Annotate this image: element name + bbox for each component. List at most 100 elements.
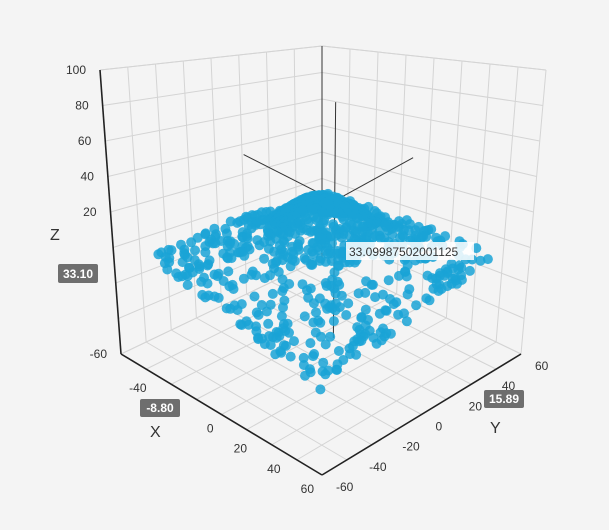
scatter-point[interactable] — [221, 228, 232, 239]
scatter-point[interactable] — [315, 384, 326, 395]
scatter-point[interactable] — [328, 316, 339, 327]
scatter-point[interactable] — [343, 298, 354, 309]
scatter-point[interactable] — [236, 320, 247, 330]
x-tick-label: 60 — [301, 482, 315, 496]
scatter-point[interactable] — [232, 305, 243, 315]
scatter-point[interactable] — [289, 336, 299, 347]
scatter-point[interactable] — [371, 338, 382, 349]
scatter-point[interactable] — [226, 253, 237, 264]
scatter-point[interactable] — [249, 291, 260, 302]
scatter-point[interactable] — [259, 253, 270, 264]
scatter-point[interactable] — [177, 257, 188, 268]
scatter-point[interactable] — [276, 311, 287, 322]
scatter-point[interactable] — [374, 308, 385, 319]
scatter-point[interactable] — [325, 331, 336, 342]
scatter-point[interactable] — [318, 357, 329, 368]
scatter-point[interactable] — [370, 292, 381, 303]
scatter-point[interactable] — [267, 288, 278, 299]
scatter-point[interactable] — [439, 270, 450, 281]
scatter-point[interactable] — [232, 217, 243, 228]
scatter-point[interactable] — [315, 317, 326, 328]
scatter-point[interactable] — [452, 278, 462, 289]
points-layer[interactable] — [153, 188, 493, 395]
scatter-point[interactable] — [353, 288, 364, 299]
crosshair-y — [334, 157, 414, 202]
scatter-point[interactable] — [336, 290, 347, 301]
scatter-point[interactable] — [253, 309, 264, 320]
scatter-point[interactable] — [307, 259, 318, 270]
scatter-point[interactable] — [366, 279, 377, 290]
scatter-point[interactable] — [162, 264, 173, 275]
scatter-point[interactable] — [424, 295, 435, 306]
scatter-point[interactable] — [200, 247, 211, 258]
scatter-point[interactable] — [202, 260, 213, 271]
scatter-point[interactable] — [242, 233, 253, 244]
scatter-point[interactable] — [311, 307, 321, 318]
scatter-point[interactable] — [271, 332, 282, 343]
scatter-point[interactable] — [182, 280, 193, 290]
scatter-point[interactable] — [401, 271, 412, 282]
scatter-point[interactable] — [223, 266, 234, 277]
scatter-point[interactable] — [338, 214, 349, 225]
scatter-point[interactable] — [210, 238, 221, 249]
scatter-point[interactable] — [402, 289, 413, 300]
scatter-point[interactable] — [284, 327, 294, 338]
scatter-point[interactable] — [290, 228, 301, 239]
label-layer: X Y Z — [50, 227, 501, 441]
scatter-point[interactable] — [321, 281, 332, 291]
scatter-point[interactable] — [388, 299, 399, 310]
scatter-point[interactable] — [320, 339, 331, 350]
scatter-point[interactable] — [270, 349, 281, 360]
scatter-point[interactable] — [383, 275, 394, 286]
scatter-point[interactable] — [322, 303, 333, 314]
scatter-point[interactable] — [411, 300, 422, 311]
scatter-point[interactable] — [320, 256, 331, 267]
scatter-point[interactable] — [298, 352, 309, 363]
scatter-point[interactable] — [261, 306, 272, 317]
scatter-point[interactable] — [308, 351, 319, 362]
scatter-point[interactable] — [320, 369, 331, 380]
scatter-point[interactable] — [277, 286, 288, 297]
scatter-point[interactable] — [305, 338, 316, 349]
scatter-point[interactable] — [315, 331, 326, 342]
scatter-point[interactable] — [300, 370, 310, 381]
scatter-point[interactable] — [278, 302, 288, 313]
scatter-point[interactable] — [213, 292, 224, 303]
scatter-point[interactable] — [330, 305, 341, 316]
scatter-point[interactable] — [464, 265, 475, 276]
scatter-point[interactable] — [475, 255, 486, 266]
scatter-point[interactable] — [299, 311, 310, 322]
scatter-point[interactable] — [393, 309, 404, 320]
scatter-point[interactable] — [401, 316, 412, 327]
scatter-point[interactable] — [394, 270, 404, 281]
scatter-point[interactable] — [302, 285, 312, 296]
scatter-point[interactable] — [433, 286, 444, 296]
scatter-point[interactable] — [360, 304, 371, 315]
scatter-point[interactable] — [273, 266, 284, 277]
scatter-point[interactable] — [251, 270, 261, 281]
scatter-point[interactable] — [186, 237, 197, 248]
scatter-point[interactable] — [285, 351, 296, 362]
scatter-point[interactable] — [341, 310, 352, 320]
scatter-point[interactable] — [351, 349, 362, 360]
scatter-point[interactable] — [190, 245, 200, 256]
grid-line — [102, 72, 323, 106]
scatter-point[interactable] — [202, 278, 213, 289]
scatter-point[interactable] — [259, 273, 270, 284]
scatter-point[interactable] — [238, 273, 249, 284]
scatter-point[interactable] — [333, 346, 344, 356]
y-tick-label: 60 — [535, 359, 549, 373]
x-axis-line — [120, 353, 323, 476]
scatter-point[interactable] — [263, 318, 274, 329]
scatter-point[interactable] — [239, 250, 250, 261]
scatter-point[interactable] — [285, 261, 296, 272]
scatter-point[interactable] — [173, 272, 184, 282]
scatter-point[interactable] — [332, 364, 342, 375]
scatter-point[interactable] — [387, 229, 398, 240]
scatter-point[interactable] — [265, 340, 276, 350]
scatter-point[interactable] — [200, 292, 211, 303]
scatter-point[interactable] — [228, 284, 239, 294]
scatter-point[interactable] — [308, 298, 319, 309]
